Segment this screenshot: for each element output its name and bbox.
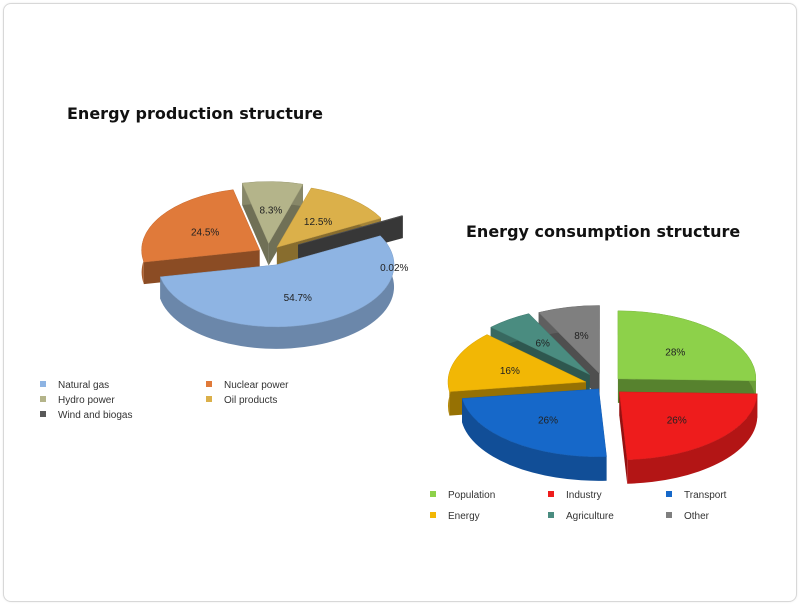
legend-item-wind-and-biogas: Wind and biogas <box>40 410 133 421</box>
production-chart-title: Energy production structure <box>67 104 323 123</box>
data-label-industry: 26% <box>667 415 687 426</box>
legend-swatch <box>40 381 46 387</box>
legend-label: Industry <box>566 490 602 501</box>
legend-item-other: Other <box>666 511 710 522</box>
legend-label: Natural gas <box>58 380 109 391</box>
legend-item-transport: Transport <box>666 490 727 501</box>
legend-item-industry: Industry <box>548 490 602 501</box>
legend-swatch <box>40 411 46 417</box>
legends: Natural gas Nuclear power Hydro power Oil p… <box>40 380 727 522</box>
legend-swatch <box>430 512 436 518</box>
legend-swatch <box>666 491 672 497</box>
legend-label: Hydro power <box>58 395 115 406</box>
data-label-transport: 26% <box>538 415 558 426</box>
legend-label: Oil products <box>224 395 277 406</box>
legend-swatch <box>206 396 212 402</box>
legend-label: Agriculture <box>566 511 614 522</box>
slice-top <box>159 235 395 328</box>
legend-label: Transport <box>684 490 727 501</box>
slice-top <box>490 313 590 375</box>
slice-top <box>141 189 260 263</box>
legend-item-population: Population <box>430 490 495 501</box>
data-label-natural-gas: 54.7% <box>284 293 312 304</box>
legend-item-energy: Energy <box>430 511 480 522</box>
legend-item-natural-gas: Natural gas <box>40 380 109 391</box>
data-label-wind-and-biogas: 0.02% <box>380 263 408 274</box>
slice-top <box>617 310 757 382</box>
legend-item-oil-products: Oil products <box>206 395 277 406</box>
legend-swatch <box>206 381 212 387</box>
legend-label: Nuclear power <box>224 380 289 391</box>
slice-hydro-power <box>241 181 304 266</box>
legend-swatch <box>430 491 436 497</box>
legend-label: Population <box>448 490 495 501</box>
legend-swatch <box>666 512 672 518</box>
data-label-agriculture: 6% <box>535 339 550 350</box>
legend-swatch <box>548 491 554 497</box>
legend-item-agriculture: Agriculture <box>548 511 614 522</box>
legend-item-nuclear-power: Nuclear power <box>206 380 289 391</box>
data-label-hydro-power: 8.3% <box>259 205 282 216</box>
slice-industry <box>619 391 758 484</box>
slice-top <box>461 388 607 458</box>
slice-top <box>298 215 404 245</box>
slice-rim <box>160 235 395 349</box>
pie-charts: 54.7% 24.5% 8.3% 12.5% 0.02% 28% 26% 26% 16% 6% 8% <box>141 181 758 484</box>
data-label-population: 28% <box>665 347 685 358</box>
slice-wall <box>619 391 628 484</box>
slice-top <box>619 391 758 461</box>
legend-item-hydro-power: Hydro power <box>40 395 115 406</box>
data-label-energy: 16% <box>500 366 520 377</box>
data-label-other: 8% <box>574 331 589 342</box>
slice-rim <box>627 393 758 484</box>
slice-top <box>538 305 600 375</box>
slice-top <box>241 181 304 245</box>
slice-top <box>447 334 587 392</box>
legend-swatch <box>40 396 46 402</box>
slice-population <box>617 310 757 405</box>
slice-rim <box>402 215 403 239</box>
slice-rim <box>462 398 607 481</box>
chart-frame <box>3 3 797 602</box>
legend-label: Energy <box>448 511 480 522</box>
slice-natural-gas <box>159 235 395 349</box>
legend-swatch <box>548 512 554 518</box>
data-label-nuclear-power: 24.5% <box>191 228 219 239</box>
data-label-oil-products: 12.5% <box>304 217 332 228</box>
legend-label: Other <box>684 511 710 522</box>
legend-label: Wind and biogas <box>58 410 133 421</box>
slice-top <box>276 187 382 248</box>
slice-transport <box>461 388 607 481</box>
consumption-chart-title: Energy consumption structure <box>466 222 740 241</box>
